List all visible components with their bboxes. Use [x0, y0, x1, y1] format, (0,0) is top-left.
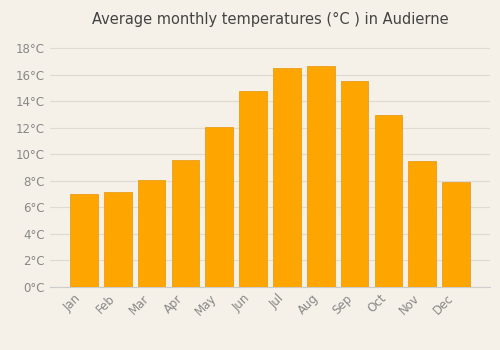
Bar — [273, 68, 301, 287]
Bar — [374, 114, 402, 287]
Bar — [104, 191, 132, 287]
Title: Average monthly temperatures (°C ) in Audierne: Average monthly temperatures (°C ) in Au… — [92, 12, 448, 27]
Bar — [408, 161, 436, 287]
Bar — [340, 82, 368, 287]
Bar — [442, 182, 470, 287]
Bar — [239, 91, 267, 287]
Bar — [138, 180, 166, 287]
Bar — [206, 126, 233, 287]
Bar — [172, 160, 200, 287]
Bar — [70, 194, 98, 287]
Bar — [307, 65, 334, 287]
